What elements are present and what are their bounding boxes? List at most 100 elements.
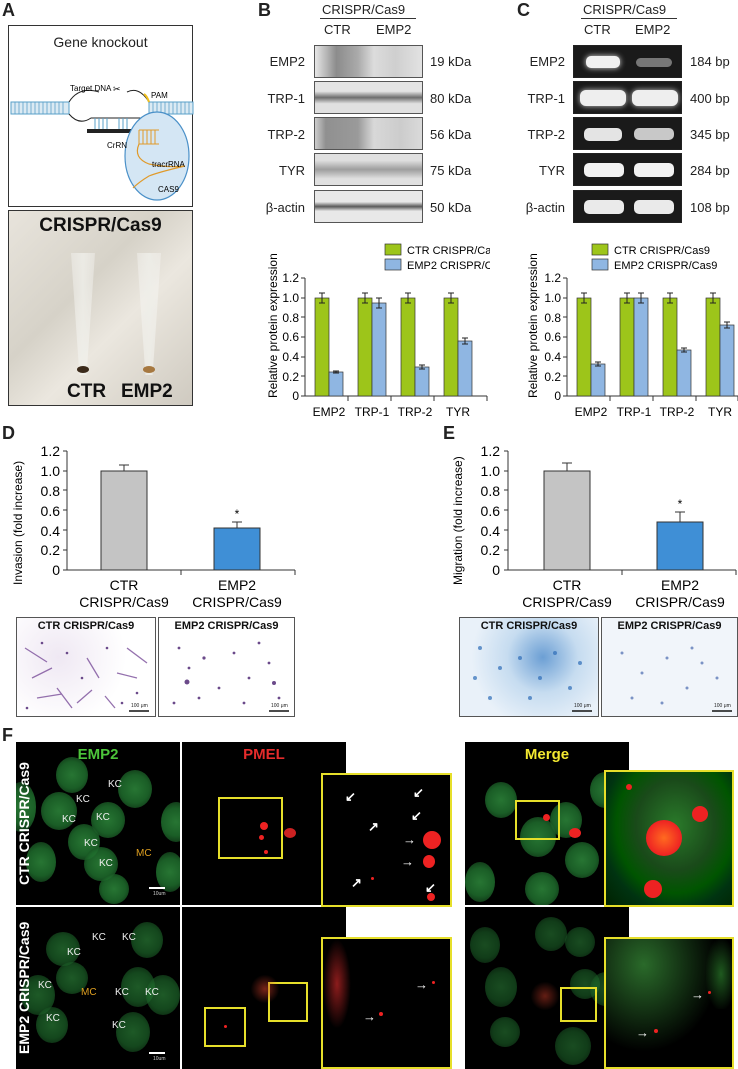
- e-bar-chart: Migration (fold increase) 0 0.2 0.4 0.6 …: [451, 443, 737, 610]
- svg-text:TRP-1: TRP-1: [617, 405, 652, 419]
- svg-text:0: 0: [52, 562, 60, 578]
- svg-text:0.6: 0.6: [41, 503, 61, 519]
- svg-text:0.4: 0.4: [544, 350, 561, 364]
- cas9-label: CAS9: [158, 185, 179, 194]
- roi-box: [204, 1007, 246, 1047]
- c-row-size: 184 bp: [690, 54, 730, 69]
- b-row-size: 80 kDa: [430, 91, 472, 106]
- f-ctr-emp2: EMP2 KC KC KC KC KC KC MC 10um CTR CRISP…: [16, 742, 180, 905]
- svg-text:1.2: 1.2: [282, 271, 299, 285]
- svg-text:EMP2: EMP2: [661, 577, 699, 593]
- svg-text:0.2: 0.2: [481, 542, 501, 558]
- b-row-size: 19 kDa: [430, 54, 472, 69]
- c-gel-trp2: [573, 117, 682, 150]
- panel-label-a: A: [2, 0, 15, 20]
- f-row-label-emp2: EMP2 CRISPR/Cas9: [16, 921, 32, 1055]
- svg-text:CTR CRISPR/Cas9: CTR CRISPR/Cas9: [614, 245, 710, 257]
- panel-label-b: B: [258, 0, 271, 20]
- b-lane-emp2: EMP2: [376, 22, 412, 37]
- f-emp2-emp2: KC KC KC KC MC KC KC KC KC 10um EMP2 CRI…: [16, 907, 180, 1069]
- c-row-label: TRP-2: [527, 127, 565, 142]
- svg-text:CRISPR/Cas9: CRISPR/Cas9: [79, 594, 169, 610]
- svg-text:TRP-2: TRP-2: [398, 405, 433, 419]
- svg-text:TYR: TYR: [446, 405, 470, 419]
- e-image-ctr: CTR CRISPR/Cas9 100 μm: [459, 617, 599, 717]
- c-row-label: EMP2: [529, 54, 565, 69]
- roi-box: [560, 987, 597, 1022]
- c-gel-trp1: [573, 81, 682, 114]
- c-row-label: β-actin: [525, 200, 565, 215]
- b-row-size: 50 kDa: [430, 200, 472, 215]
- c-lane-ctr: CTR: [584, 22, 611, 37]
- c-lane-emp2: EMP2: [635, 22, 671, 37]
- b-row-label: TRP-1: [267, 91, 305, 106]
- svg-text:0: 0: [292, 389, 299, 403]
- gene-knockout-schematic: Gene knockout ✂ Target DNA PAM: [8, 25, 194, 207]
- svg-text:0.6: 0.6: [544, 330, 561, 344]
- b-header-line: [320, 18, 416, 19]
- tube-photo: CRISPR/Cas9 CTR EMP2: [8, 210, 193, 406]
- f-emp2-pmel-zoom: → →: [321, 937, 452, 1069]
- b-blot-actin: [314, 190, 423, 223]
- svg-text:*: *: [235, 507, 240, 521]
- svg-text:Relative protein expression: Relative protein expression: [526, 253, 540, 398]
- emp2-tube: [137, 253, 161, 375]
- svg-text:EMP2: EMP2: [218, 577, 256, 593]
- svg-text:0: 0: [492, 562, 500, 578]
- c-header: CRISPR/Cas9: [583, 2, 667, 17]
- e-image-emp2: EMP2 CRISPR/Cas9 100 μm: [601, 617, 738, 717]
- d-image-ctr: CTR CRISPR/Cas9 100 μm: [16, 617, 156, 717]
- pam-label: PAM: [151, 91, 168, 100]
- b-row-label: TYR: [279, 163, 305, 178]
- svg-text:0.2: 0.2: [282, 370, 299, 384]
- svg-text:1.0: 1.0: [481, 463, 501, 479]
- svg-text:Invasion (fold increase): Invasion (fold increase): [11, 461, 25, 585]
- panel-label-c: C: [517, 0, 530, 20]
- roi-box: [218, 797, 283, 859]
- svg-text:0.4: 0.4: [41, 523, 61, 539]
- b-blot-tyr: [314, 153, 423, 186]
- b-blot-trp2: [314, 117, 423, 150]
- svg-text:1.0: 1.0: [41, 463, 61, 479]
- c-row-size: 345 bp: [690, 127, 730, 142]
- panel-label-d: D: [2, 423, 15, 443]
- svg-text:0.2: 0.2: [41, 542, 61, 558]
- svg-text:CRISPR/Cas9: CRISPR/Cas9: [522, 594, 612, 610]
- svg-text:EMP2: EMP2: [575, 405, 608, 419]
- svg-text:Migration (fold increase): Migration (fold increase): [451, 456, 465, 585]
- svg-text:0.4: 0.4: [481, 523, 501, 539]
- svg-text:1.0: 1.0: [544, 291, 561, 305]
- c-row-size: 108 bp: [690, 200, 730, 215]
- f-emp2-merge-zoom: → →: [604, 937, 734, 1069]
- c-row-size: 284 bp: [690, 163, 730, 178]
- svg-text:1.2: 1.2: [544, 271, 561, 285]
- b-row-label: EMP2: [269, 54, 305, 69]
- tube-label-emp2: EMP2: [121, 381, 173, 402]
- b-lane-ctr: CTR: [324, 22, 351, 37]
- crrna-label: CrRN: [107, 141, 127, 150]
- b-row-label: β-actin: [265, 200, 305, 215]
- svg-text:0.8: 0.8: [41, 483, 61, 499]
- svg-text:TRP-1: TRP-1: [355, 405, 390, 419]
- svg-text:Relative protein expression: Relative protein expression: [266, 253, 280, 398]
- svg-text:0.6: 0.6: [282, 330, 299, 344]
- d-bar-chart: Invasion (fold increase) 0 0.2 0.4 0.6 0…: [11, 443, 296, 610]
- svg-text:CRISPR/Cas9: CRISPR/Cas9: [192, 594, 282, 610]
- b-row-size: 56 kDa: [430, 127, 472, 142]
- panel-label-e: E: [443, 423, 456, 443]
- ctr-tube: [71, 253, 95, 375]
- svg-text:0.4: 0.4: [282, 350, 299, 364]
- svg-text:TYR: TYR: [708, 405, 732, 419]
- ctr-pellet: [77, 366, 89, 373]
- b-row-label: TRP-2: [267, 127, 305, 142]
- b-bar-chart: CTR CRISPR/Cas9 EMP2 CRISPR/Cas9 Relativ…: [266, 243, 490, 419]
- b-blot-emp2: [314, 45, 423, 78]
- svg-text:CTR: CTR: [553, 577, 582, 593]
- svg-text:EMP2: EMP2: [313, 405, 346, 419]
- c-row-label: TYR: [539, 163, 565, 178]
- photo-title: CRISPR/Cas9: [39, 215, 162, 236]
- c-gel-tyr: [573, 153, 682, 186]
- b-row-size: 75 kDa: [430, 163, 472, 178]
- svg-text:0.8: 0.8: [481, 483, 501, 499]
- svg-text:CTR: CTR: [110, 577, 139, 593]
